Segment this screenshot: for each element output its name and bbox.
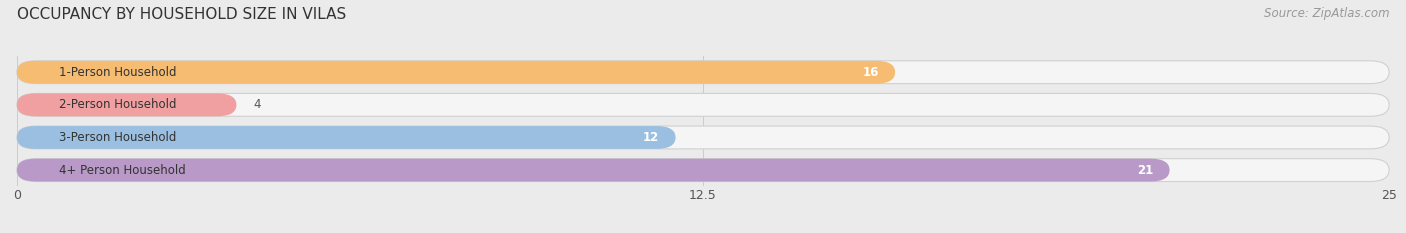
Text: OCCUPANCY BY HOUSEHOLD SIZE IN VILAS: OCCUPANCY BY HOUSEHOLD SIZE IN VILAS bbox=[17, 7, 346, 22]
Text: 4+ Person Household: 4+ Person Household bbox=[59, 164, 186, 177]
FancyBboxPatch shape bbox=[17, 61, 896, 84]
Text: 2-Person Household: 2-Person Household bbox=[59, 98, 177, 111]
Text: 3-Person Household: 3-Person Household bbox=[59, 131, 177, 144]
Text: 1-Person Household: 1-Person Household bbox=[59, 66, 177, 79]
FancyBboxPatch shape bbox=[17, 61, 1389, 84]
Text: 4: 4 bbox=[253, 98, 260, 111]
FancyBboxPatch shape bbox=[17, 126, 675, 149]
FancyBboxPatch shape bbox=[17, 126, 1389, 149]
Text: 16: 16 bbox=[862, 66, 879, 79]
FancyBboxPatch shape bbox=[17, 93, 236, 116]
Text: 21: 21 bbox=[1137, 164, 1153, 177]
Text: 12: 12 bbox=[643, 131, 659, 144]
FancyBboxPatch shape bbox=[17, 159, 1170, 182]
FancyBboxPatch shape bbox=[17, 93, 1389, 116]
Text: Source: ZipAtlas.com: Source: ZipAtlas.com bbox=[1264, 7, 1389, 20]
FancyBboxPatch shape bbox=[17, 159, 1389, 182]
